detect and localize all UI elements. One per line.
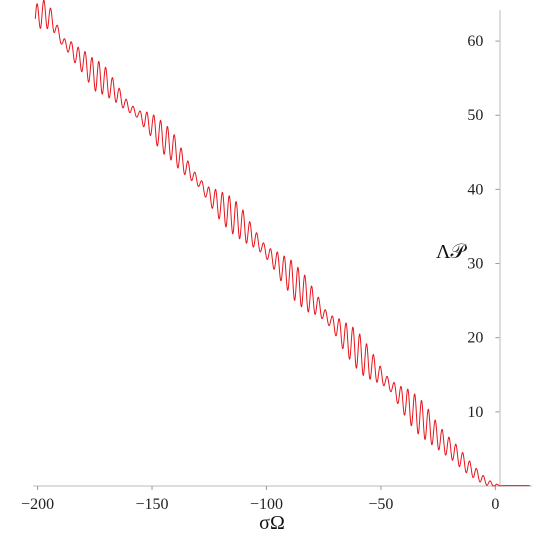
y-tick-label: 50: [467, 107, 483, 124]
x-tick-label: 0: [491, 496, 499, 513]
x-axis-label: σΩ: [259, 512, 285, 534]
y-axis-label: Λ𝒫: [436, 241, 468, 263]
x-tick-label: −150: [136, 496, 169, 513]
x-tick-label: −200: [21, 496, 54, 513]
y-tick-label: 20: [467, 330, 483, 347]
y-tick-label: 60: [467, 33, 483, 50]
axes: [33, 10, 532, 487]
x-tick-label: −50: [368, 496, 393, 513]
y-tick-label: 40: [467, 181, 483, 198]
x-tick-label: −100: [250, 496, 283, 513]
series-line-0: [34, 0, 530, 487]
y-tick-label: 30: [467, 256, 483, 273]
y-tick-label: 10: [467, 404, 483, 421]
series-layer: [34, 0, 530, 487]
x-ticks: −200 −150 −100 −50 0: [21, 486, 499, 513]
y-ticks: 10 20 30 40 50 60: [467, 33, 500, 421]
